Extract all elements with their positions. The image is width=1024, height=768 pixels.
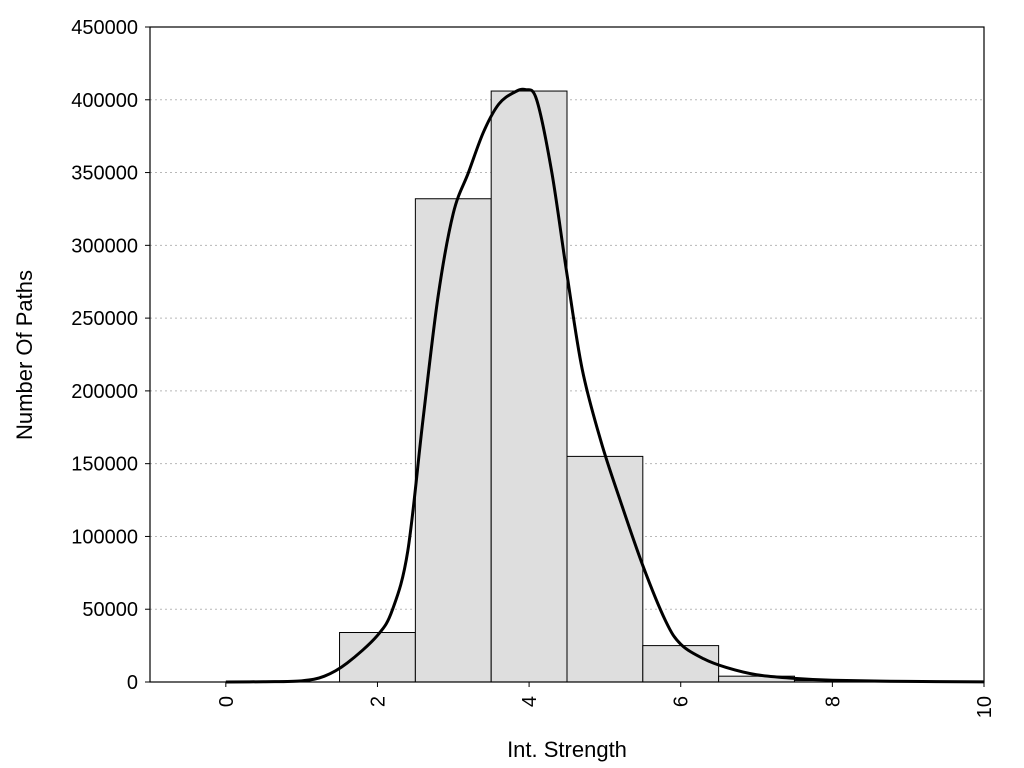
- y-tick-label: 0: [127, 672, 138, 694]
- x-tick-label: 4: [519, 696, 541, 707]
- histogram-bar: [339, 632, 416, 683]
- histogram-bar: [642, 645, 720, 683]
- y-tick-label: 450000: [71, 17, 138, 39]
- y-tick-label: 350000: [71, 163, 138, 185]
- histogram-bar: [490, 90, 568, 683]
- y-axis-ticks: 0 50000 100000 150000 200000 250000 300000 3500…: [71, 17, 150, 694]
- x-axis-ticks: 0 2 4 6 8 10: [216, 682, 996, 718]
- x-tick-label: 6: [671, 696, 693, 707]
- x-tick-label: 2: [367, 696, 389, 707]
- x-tick-label: 10: [974, 696, 996, 718]
- histogram-bar: [414, 198, 492, 683]
- y-tick-label: 150000: [71, 454, 138, 476]
- histogram-bars: [339, 90, 871, 683]
- x-tick-label: 8: [822, 696, 844, 707]
- y-tick-label: 250000: [71, 308, 138, 330]
- y-tick-label: 400000: [71, 90, 138, 112]
- y-tick-label: 300000: [71, 235, 138, 257]
- density-curve-layer: [225, 87, 985, 684]
- y-axis-title: Number Of Paths: [12, 270, 37, 440]
- density-curve: [225, 87, 985, 684]
- y-tick-label: 100000: [71, 526, 138, 548]
- y-tick-label: 50000: [82, 599, 138, 621]
- x-tick-label: 0: [216, 696, 238, 707]
- y-tick-label: 200000: [71, 381, 138, 403]
- x-axis-title: Int. Strength: [507, 737, 627, 762]
- plot-frame: [149, 26, 985, 683]
- histogram-bar: [566, 455, 644, 683]
